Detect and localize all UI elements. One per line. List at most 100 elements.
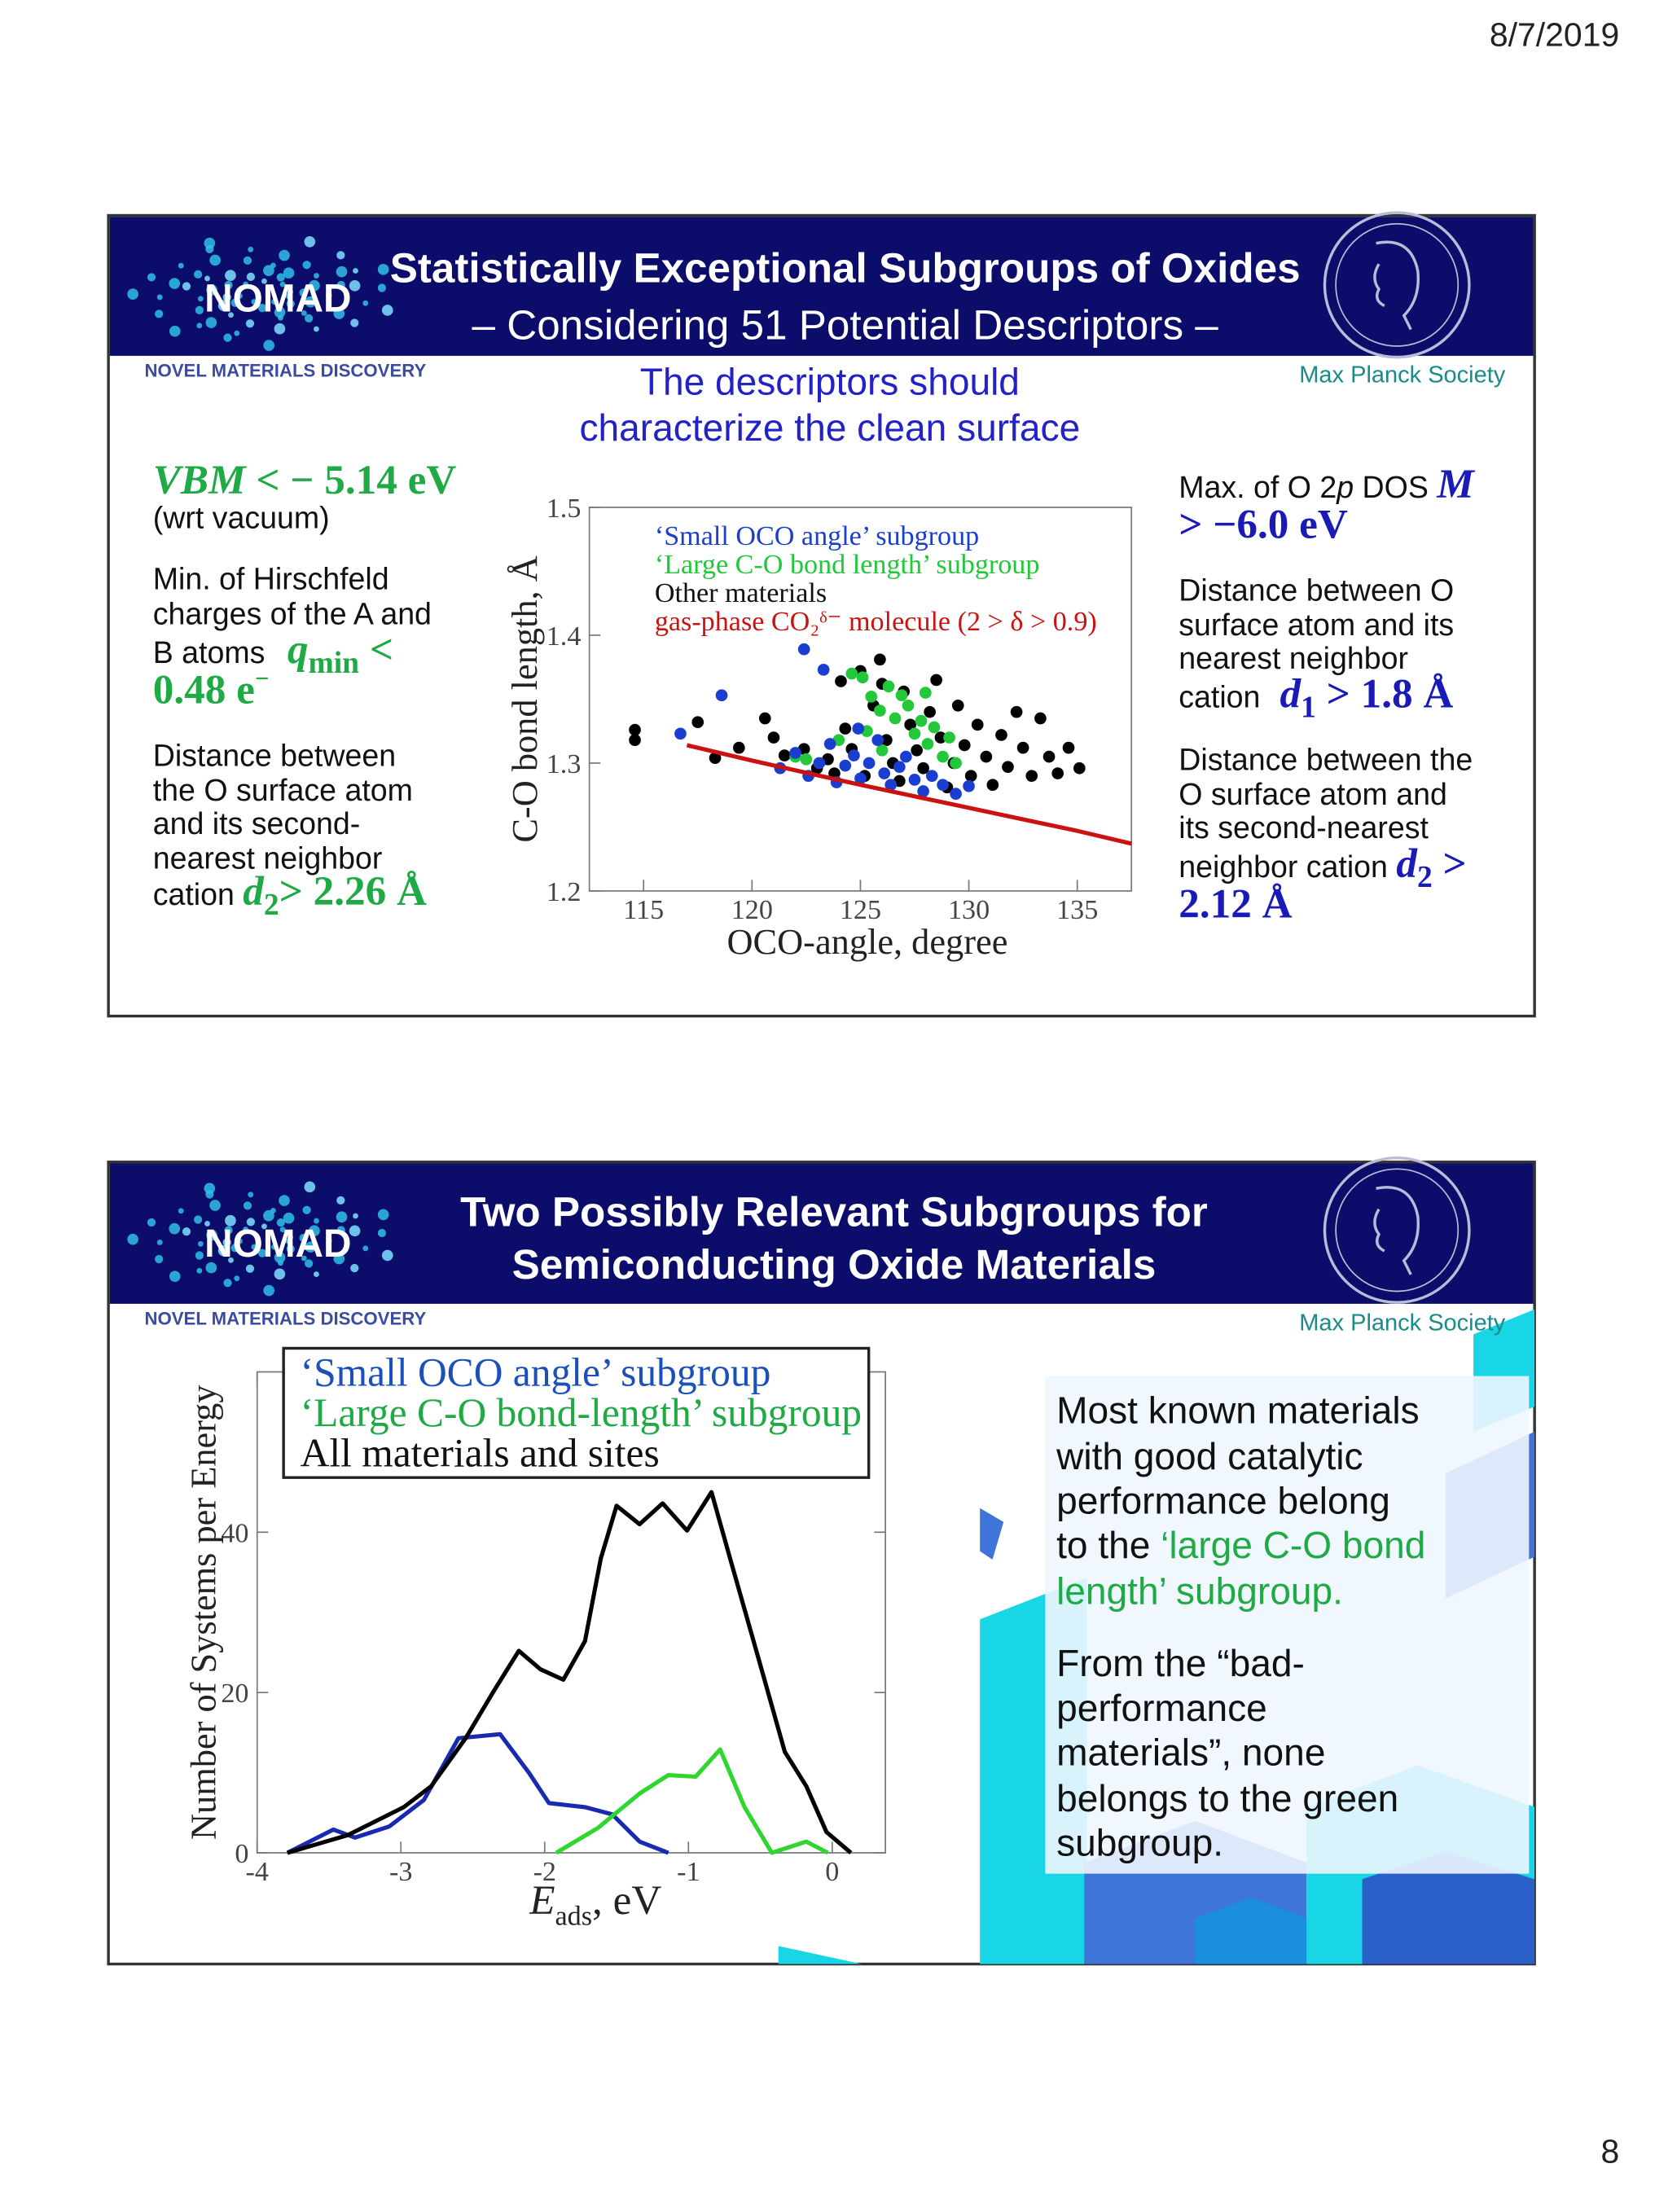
scatter-point xyxy=(1062,741,1075,754)
text-span: Distance between the xyxy=(1179,742,1473,776)
y-axis-label: C-O bond length, Å xyxy=(504,555,545,842)
logo-dot xyxy=(243,256,252,265)
logo-dot xyxy=(222,1238,231,1247)
logo xyxy=(127,1181,393,1297)
logo-dot xyxy=(350,1263,359,1273)
text-line: cation d1 > 1.8 Å xyxy=(1179,671,1453,725)
logo-dot xyxy=(274,1268,286,1280)
logo-dot xyxy=(243,1201,252,1210)
logo-dot xyxy=(270,262,276,269)
logo-dot xyxy=(169,278,181,289)
logo-dot xyxy=(251,1244,257,1250)
text-line: Most known materials xyxy=(1056,1389,1420,1432)
logo-dot xyxy=(147,273,156,282)
logo-dot xyxy=(305,1259,314,1268)
logo-dot xyxy=(245,1264,255,1273)
slide-subtitle: – Considering 51 Potential Descriptors – xyxy=(472,301,1219,348)
text-span: > −6.0 eV xyxy=(1179,501,1348,547)
logo-dot xyxy=(271,1244,277,1250)
text-line: surface atom and its xyxy=(1179,608,1454,642)
logo-dot xyxy=(204,1221,210,1227)
logo-dot xyxy=(178,262,184,269)
logo-dot xyxy=(326,1237,332,1244)
y-axis-label: Number of Systems per Energy xyxy=(183,1385,224,1839)
scatter-point xyxy=(917,785,929,797)
logo-dot xyxy=(223,1279,232,1288)
logo-dot xyxy=(225,1214,236,1227)
logo-dot xyxy=(271,299,277,305)
legend-entry: Other materials xyxy=(655,578,827,608)
logo-dot xyxy=(205,1262,217,1274)
logo-dot xyxy=(222,292,231,302)
scatter-point xyxy=(928,721,941,734)
logo-dot xyxy=(305,296,317,308)
logo-dot xyxy=(127,288,138,300)
institution: Max Planck Society xyxy=(1299,1310,1506,1336)
seal-inner xyxy=(1335,1168,1460,1293)
logo-dot xyxy=(276,1218,285,1227)
logo-dot xyxy=(377,283,387,292)
logo-dot xyxy=(182,282,191,291)
logo-dot xyxy=(285,293,292,299)
scatter-point xyxy=(958,739,971,752)
y-tick-label: 1.5 xyxy=(546,494,582,524)
text-line: materials”, none xyxy=(1056,1731,1325,1773)
scatter-point xyxy=(937,779,949,791)
scatter-point xyxy=(1002,761,1014,774)
logo-dot xyxy=(274,306,286,318)
text-line: Min. of Hirschfeld xyxy=(153,562,389,596)
x-axis-label: OCO-angle, degree xyxy=(727,921,1008,962)
text-span: DOS xyxy=(1354,470,1437,504)
text-span: Min. of Hirschfeld xyxy=(153,562,389,596)
scatter-point xyxy=(865,690,878,703)
logo-dot xyxy=(228,1257,234,1263)
text-line: subgroup. xyxy=(1056,1821,1223,1863)
text-span: B atoms xyxy=(153,635,274,669)
scatter-point xyxy=(937,750,949,763)
logo-dot xyxy=(279,1227,286,1233)
logo-dot xyxy=(204,1183,216,1194)
legend-entry: All materials and sites xyxy=(301,1431,660,1476)
text-line: nearest neighbor xyxy=(1179,641,1408,675)
logo-dot xyxy=(169,325,181,337)
scatter-point xyxy=(839,722,852,735)
logo-dot xyxy=(263,265,274,277)
logo-dot xyxy=(237,293,243,299)
text-line: charges of the A and xyxy=(153,596,432,630)
text-span: < − 5.14 eV xyxy=(246,457,457,503)
text-span: to the xyxy=(1056,1524,1161,1566)
scatter-point xyxy=(934,731,947,744)
text-span: cation xyxy=(1179,680,1269,714)
text-line: 0.48 e− xyxy=(153,665,270,713)
text-span: Most known materials xyxy=(1056,1389,1420,1432)
logo-dot xyxy=(263,340,274,351)
scatter-point xyxy=(1051,767,1064,779)
scatter-point xyxy=(930,674,942,687)
scatter-point xyxy=(854,772,867,785)
scatter-point xyxy=(732,741,745,754)
logo-dot xyxy=(336,1196,345,1205)
logo-dot xyxy=(263,1284,274,1297)
scatter-point xyxy=(924,705,936,718)
logo-dot xyxy=(243,281,249,287)
logo-dot xyxy=(182,1227,191,1236)
header-band xyxy=(109,1163,1534,1304)
scatter-point xyxy=(856,671,869,684)
scatter-point xyxy=(950,757,962,770)
logo-dot xyxy=(193,1215,203,1224)
text-line: 2.12 Å xyxy=(1179,880,1292,927)
logo-dot xyxy=(304,1181,316,1193)
page-number: 8 xyxy=(1600,2133,1619,2170)
plot-area xyxy=(588,507,1133,892)
logo-dot xyxy=(278,1260,283,1266)
text-line: O surface atom and xyxy=(1179,777,1447,811)
text-span: with good catalytic xyxy=(1056,1435,1363,1477)
logo-dot xyxy=(195,305,204,315)
text-span: p xyxy=(1336,470,1354,504)
y-tick-label: 40 xyxy=(221,1518,248,1548)
logo-dot xyxy=(155,1254,164,1264)
logo-dot xyxy=(217,300,230,311)
y-tick-label: 1.2 xyxy=(546,877,582,907)
scatter-point xyxy=(971,718,984,731)
text-line: belongs to the green xyxy=(1056,1777,1398,1819)
